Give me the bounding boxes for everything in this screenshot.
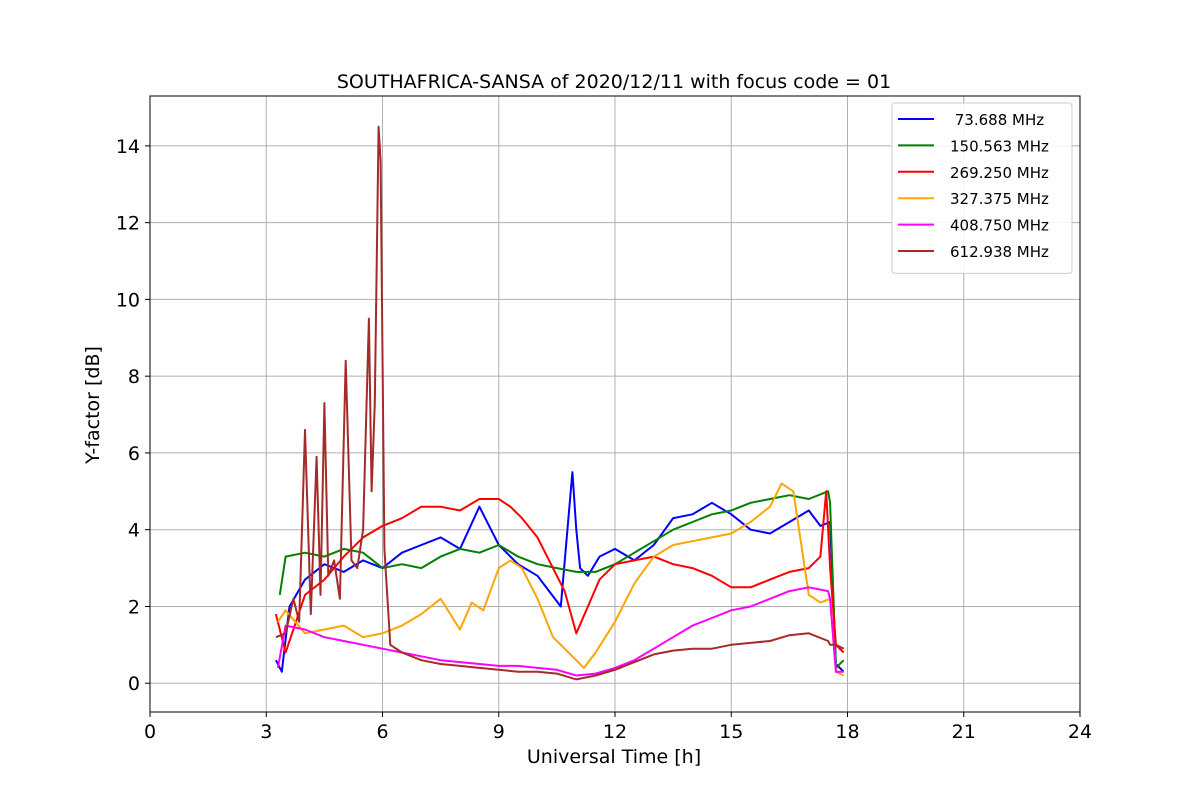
legend-label: 612.938 MHz — [950, 243, 1049, 261]
x-tick-label: 21 — [952, 721, 976, 743]
x-tick-label: 0 — [144, 721, 156, 743]
legend-label: 150.563 MHz — [950, 137, 1049, 155]
y-tick-label: 6 — [128, 443, 140, 465]
x-tick-label: 9 — [493, 721, 505, 743]
x-tick-label: 6 — [376, 721, 388, 743]
chart-title: SOUTHAFRICA-SANSA of 2020/12/11 with foc… — [337, 71, 891, 93]
series-line-6 — [275, 125, 845, 681]
x-axis-ticks: 0 3 6 9 12 15 18 21 24 — [144, 712, 1092, 743]
series-line-3 — [274, 490, 845, 654]
y-tick-label: 0 — [128, 673, 140, 695]
x-tick-label: 24 — [1068, 721, 1092, 743]
legend-label: 408.750 MHz — [950, 217, 1049, 235]
y-axis-ticks: 0 2 4 6 8 10 12 14 — [116, 136, 150, 695]
legend-label: 269.250 MHz — [950, 164, 1049, 182]
y-tick-label: 12 — [116, 213, 140, 235]
series-line-5 — [276, 586, 844, 677]
y-tick-label: 4 — [128, 520, 140, 542]
y-axis-title: Y-factor [dB] — [82, 346, 104, 465]
x-tick-label: 15 — [719, 721, 743, 743]
x-tick-label: 18 — [835, 721, 859, 743]
series-line-1 — [275, 471, 845, 673]
x-tick-label: 12 — [603, 721, 627, 743]
series-line-4 — [277, 482, 845, 677]
legend: 73.688 MHz 150.563 MHz 269.250 MHz 327.375 … — [891, 102, 1073, 274]
legend-label: 73.688 MHz — [950, 111, 1044, 129]
series-lines — [274, 125, 845, 681]
y-tick-label: 2 — [128, 596, 140, 618]
x-tick-label: 3 — [260, 721, 272, 743]
legend-box — [891, 102, 1073, 274]
y-tick-label: 8 — [128, 366, 140, 388]
x-axis-title: Universal Time [h] — [527, 746, 701, 768]
y-tick-label: 10 — [116, 289, 140, 311]
y-tick-label: 14 — [116, 136, 140, 158]
legend-label: 327.375 MHz — [950, 190, 1049, 208]
series-line-2 — [278, 490, 845, 669]
